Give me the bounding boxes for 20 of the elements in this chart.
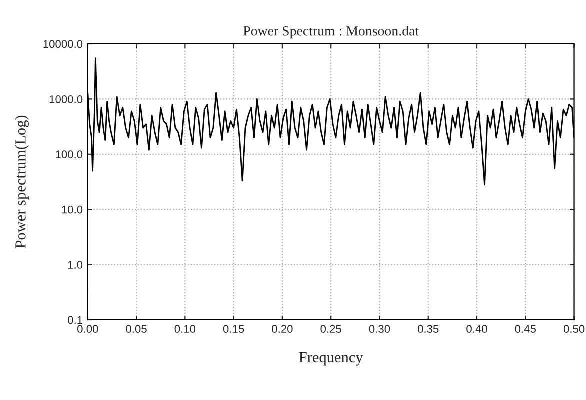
y-tick-label: 10000.0: [44, 40, 83, 48]
y-tick-label: 0.1: [68, 316, 82, 324]
x-tick-label: 0.50: [564, 325, 585, 334]
chart-title: Power Spectrum : Monsoon.dat: [244, 26, 419, 39]
x-tick-label: 0.25: [320, 325, 342, 334]
y-tick-label: 1.0: [68, 261, 83, 269]
x-tick-label: 0.05: [126, 325, 147, 334]
y-tick-label: 1000.0: [50, 95, 83, 104]
x-tick-label: 0.15: [223, 325, 244, 334]
x-tick-label: 0.10: [174, 325, 196, 334]
x-tick-label: 0.20: [272, 325, 293, 334]
x-tick-label: 0.45: [515, 325, 536, 334]
x-tick-label: 0.00: [78, 325, 98, 334]
x-tick-label: 0.35: [418, 325, 439, 334]
y-tick-label: 100.0: [56, 150, 83, 159]
x-tick-label: 0.40: [466, 325, 488, 334]
x-tick-label: 0.30: [369, 325, 390, 334]
x-axis-title: Frequency: [299, 352, 364, 366]
y-tick-label: 10.0: [62, 206, 83, 214]
y-axis-title: Power spectrum(Log): [15, 116, 29, 248]
